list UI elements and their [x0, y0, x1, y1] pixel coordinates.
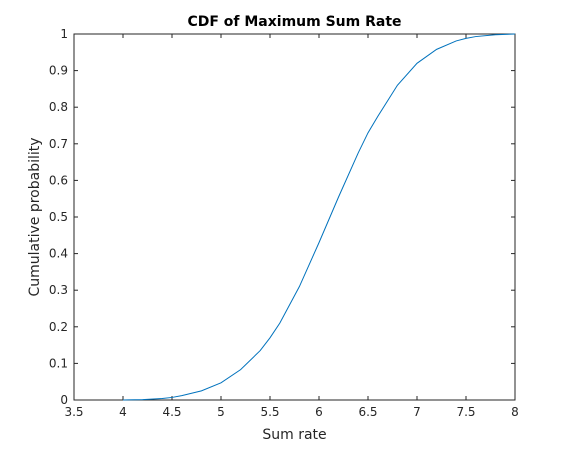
y-tick-label: 0.7 [49, 137, 68, 151]
x-tick-label: 7.5 [456, 405, 475, 419]
cdf-line [122, 33, 516, 401]
series-layer [122, 33, 516, 401]
y-tick-label: 0.3 [49, 283, 68, 297]
x-tick-label: 4.5 [162, 405, 181, 419]
y-tick-label: 0.6 [49, 173, 68, 187]
x-tick-label: 8 [511, 405, 519, 419]
x-tick-label: 6 [315, 405, 323, 419]
y-axis-label: Cumulative probability [27, 137, 43, 296]
x-tick-label: 7 [413, 405, 421, 419]
y-axis: 0 0.1 0.2 0.3 0.4 0.5 0.6 0.7 0.8 0.9 1 [49, 27, 515, 407]
x-axis: 3.5 4 4.5 5 5.5 6 6.5 7 7.5 8 [64, 34, 519, 419]
plot-area [73, 33, 516, 401]
x-tick-label: 5.5 [260, 405, 279, 419]
y-tick-label: 1 [60, 27, 68, 41]
x-tick-label: 4 [119, 405, 127, 419]
x-tick-label: 3.5 [64, 405, 83, 419]
y-tick-label: 0.1 [49, 356, 68, 370]
x-tick-label: 6.5 [358, 405, 377, 419]
y-tick-label: 0.9 [49, 64, 68, 78]
x-tick-label: 5 [217, 405, 225, 419]
chart-title: CDF of Maximum Sum Rate [187, 14, 401, 30]
y-tick-label: 0.2 [49, 320, 68, 334]
y-tick-label: 0 [60, 393, 68, 407]
y-tick-label: 0.4 [49, 247, 68, 261]
y-tick-label: 0.8 [49, 100, 68, 114]
y-tick-label: 0.5 [49, 210, 68, 224]
x-axis-label: Sum rate [262, 427, 326, 443]
